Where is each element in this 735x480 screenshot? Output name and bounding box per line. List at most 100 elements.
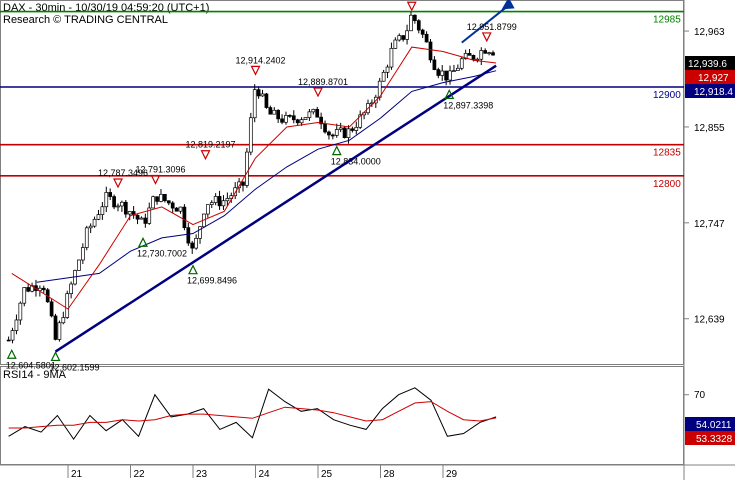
candle-body [166, 200, 171, 204]
candle-body [350, 128, 355, 131]
candle-body [186, 227, 191, 244]
candle-body [61, 317, 66, 324]
trendline-group [54, 0, 515, 353]
candle-body [381, 71, 386, 82]
swing-low-marker [138, 236, 148, 247]
candle-body [174, 207, 179, 212]
candle-body [127, 211, 132, 215]
ma-fast-tag-bg [685, 70, 735, 84]
last-price-tag-bg [685, 56, 735, 70]
candle-body [428, 41, 433, 61]
candle-body [416, 20, 421, 31]
chart-subtitle: Research © TRADING CENTRAL [3, 14, 168, 26]
uptrend-line [54, 64, 497, 353]
candle-body [272, 109, 277, 115]
candle-body [455, 67, 460, 71]
candle-body [330, 134, 335, 137]
projection-arrow-head [501, 0, 515, 10]
candle-body [448, 70, 452, 81]
candle-body [26, 287, 31, 292]
y-tick-label: 12,747 [694, 219, 725, 230]
candle-body [299, 119, 304, 124]
projection-arrow-line [461, 4, 510, 44]
candle-body [151, 196, 156, 209]
candle-body [38, 287, 42, 291]
swing-low-label: 12,834.0000 [331, 157, 381, 167]
swing-high-marker [200, 150, 211, 161]
candle-body [409, 14, 413, 32]
candle-body [311, 108, 316, 113]
candle-body [84, 227, 89, 248]
swing-low-label: 12,897.3398 [443, 100, 493, 110]
swing-high-label: 12,791.3096 [136, 165, 186, 175]
candle-body [295, 119, 300, 124]
candlesticks [6, 11, 495, 344]
ma-slow-tag-bg [685, 84, 735, 98]
candle-body [284, 115, 288, 123]
ma-fast-tag: 12,927 [698, 73, 729, 84]
candle-body [190, 242, 195, 249]
swing-low-label: 12,602.1599 [50, 362, 100, 372]
candle-body [163, 193, 167, 202]
candle-body [241, 181, 245, 186]
swing-low-marker [50, 351, 61, 362]
last-price-tag: 12,939.6 [688, 59, 727, 70]
candle-body [432, 59, 437, 70]
swing-low-marker [331, 145, 342, 156]
candle-body [53, 315, 58, 340]
swing-low-marker [6, 348, 17, 359]
candle-body [170, 202, 175, 209]
rsi-ma-tag-bg [685, 431, 735, 445]
candle-body [276, 109, 281, 120]
key-levels: 1300012985129001283512800 [0, 10, 684, 190]
rsi-line [8, 387, 497, 440]
candle-body [194, 237, 198, 249]
x-tick-label: 25 [321, 469, 333, 480]
swing-high-label: 12,986.4902 [392, 0, 442, 1]
candle-body [385, 66, 390, 73]
candle-body [440, 70, 445, 76]
candle-body [18, 302, 23, 321]
candle-body [112, 196, 116, 208]
swing-high-marker [481, 32, 492, 43]
candle-body [41, 287, 46, 291]
candle-body [6, 339, 11, 342]
candle-body [397, 35, 402, 41]
candle-body [264, 93, 269, 108]
candle-body [319, 116, 323, 125]
candle-body [256, 89, 261, 97]
candle-body [92, 218, 97, 227]
level-label-12835: 12835 [653, 148, 681, 159]
candle-body [420, 29, 425, 35]
candle-body [108, 192, 113, 197]
swing-low-label: 12,699.8496 [187, 276, 237, 286]
candle-body [123, 201, 128, 215]
x-tick-label: 28 [384, 469, 396, 480]
candle-body [303, 117, 308, 120]
x-tick-label: 21 [71, 469, 83, 480]
x-tick-label: 22 [134, 469, 146, 480]
candle-body [358, 114, 363, 128]
rsi-ma-line [8, 401, 497, 429]
time-axis: 21 22 23 24 25 28 29 [67, 465, 458, 480]
swing-high-marker [150, 174, 161, 185]
candle-body [467, 53, 472, 56]
candle-body [346, 128, 351, 138]
candle-body [155, 196, 159, 202]
candle-body [237, 181, 241, 189]
candle-body [248, 117, 253, 153]
candle-body [100, 206, 105, 215]
price-panel [0, 0, 684, 365]
candle-body [88, 225, 93, 229]
level-label-12800: 12800 [653, 179, 681, 190]
rsi-value-tag-bg [685, 417, 735, 431]
swing-high-marker [406, 1, 417, 12]
x-tick-label: 23 [196, 469, 208, 480]
candle-body [436, 69, 441, 76]
swing-high-marker [313, 87, 323, 98]
rsi-value-tag: 54.0211 [696, 420, 732, 431]
candle-body [77, 259, 81, 271]
candle-body [323, 123, 327, 133]
candle-body [491, 52, 495, 56]
